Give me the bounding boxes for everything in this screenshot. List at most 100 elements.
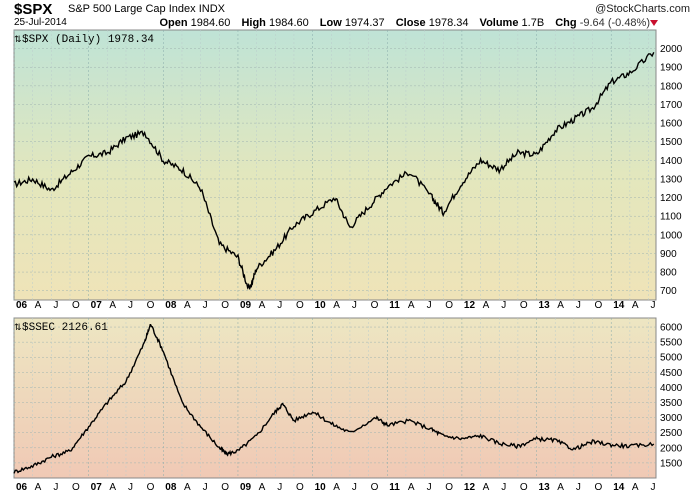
x-tick-label: O: [371, 300, 379, 311]
y-tick-label: 1400: [660, 156, 683, 167]
y-tick-label: 1300: [660, 174, 683, 185]
x-tick-label: 11: [389, 482, 400, 493]
y-tick-label: 800: [660, 268, 677, 279]
x-tick-label: A: [259, 482, 266, 493]
x-tick-label: O: [445, 482, 453, 493]
spx-panel-title: $SPX (Daily) 1978.34: [22, 34, 154, 46]
x-tick-label: O: [520, 300, 528, 311]
open-label: Open: [159, 17, 188, 29]
x-tick-label: A: [557, 300, 564, 311]
x-tick-label: 10: [315, 482, 327, 493]
y-tick-label: 5500: [660, 338, 683, 349]
y-tick-label: 900: [660, 249, 677, 260]
y-tick-label: 1900: [660, 63, 683, 74]
y-tick-label: 1500: [660, 458, 683, 469]
y-tick-label: 3500: [660, 398, 683, 409]
y-tick-label: 4500: [660, 368, 683, 379]
x-tick-label: 12: [464, 300, 476, 311]
x-tick-label: A: [109, 482, 116, 493]
x-tick-label: J: [576, 482, 581, 493]
x-tick-label: O: [296, 482, 304, 493]
y-tick-label: 700: [660, 286, 677, 297]
x-tick-label: 14: [613, 300, 625, 311]
x-tick-label: O: [221, 482, 229, 493]
ssec-panel: [13, 317, 657, 479]
brand-logo[interactable]: @StockCharts.com: [595, 3, 690, 15]
x-tick-label: J: [427, 482, 432, 493]
x-tick-label: J: [651, 300, 656, 311]
x-tick-label: 07: [91, 482, 103, 493]
x-tick-label: 09: [240, 300, 252, 311]
high-label: High: [241, 17, 266, 29]
x-tick-label: A: [632, 300, 639, 311]
y-tick-label: 4000: [660, 383, 683, 394]
y-tick-label: 2000: [660, 443, 683, 454]
x-tick-label: A: [408, 482, 415, 493]
x-tick-label: O: [371, 482, 379, 493]
y-tick-label: 1600: [660, 119, 683, 130]
x-tick-label: 07: [91, 300, 103, 311]
x-tick-label: A: [333, 300, 340, 311]
ssec-panel-icon: ⇅: [14, 322, 22, 332]
ssec-panel-title: $SSEC 2126.61: [22, 322, 108, 334]
quote-date: 25-Jul-2014: [14, 17, 67, 28]
x-tick-label: 08: [165, 300, 177, 311]
x-tick-label: O: [296, 300, 304, 311]
x-tick-label: J: [501, 482, 506, 493]
chart-header: $SPX S&P 500 Large Cap Index INDX 25-Jul…: [0, 0, 700, 30]
y-tick-label: 6000: [660, 323, 683, 334]
y-tick-label: 1700: [660, 100, 683, 111]
x-tick-label: J: [277, 300, 282, 311]
x-tick-label: J: [128, 482, 133, 493]
x-tick-label: 06: [16, 482, 28, 493]
x-tick-label: J: [651, 482, 656, 493]
x-tick-label: J: [203, 482, 208, 493]
x-tick-label: J: [53, 300, 58, 311]
x-tick-label: O: [520, 482, 528, 493]
x-tick-label: O: [147, 300, 155, 311]
x-tick-label: A: [483, 482, 490, 493]
x-tick-label: J: [501, 300, 506, 311]
spx-panel-icon: ⇅: [14, 34, 22, 44]
x-tick-label: A: [483, 300, 490, 311]
close-label: Close: [395, 17, 426, 29]
spx-series-line: [13, 52, 655, 290]
x-tick-label: 06: [16, 300, 28, 311]
x-tick-label: J: [427, 300, 432, 311]
low-value: 1974.37: [344, 17, 385, 29]
x-tick-label: J: [53, 482, 58, 493]
index-name: S&P 500 Large Cap Index INDX: [68, 3, 225, 15]
x-tick-label: A: [259, 300, 266, 311]
x-tick-label: A: [333, 482, 340, 493]
quote-summary: Open 1984.60 High 1984.60 Low 1974.37 Cl…: [159, 17, 658, 29]
x-tick-label: O: [221, 300, 229, 311]
x-tick-label: 08: [165, 482, 177, 493]
down-arrow-icon: [650, 20, 658, 26]
y-tick-label: 1200: [660, 193, 683, 204]
y-tick-label: 1500: [660, 137, 683, 148]
x-tick-label: O: [72, 482, 80, 493]
x-tick-label: A: [35, 482, 42, 493]
x-tick-label: J: [352, 482, 357, 493]
high-value: 1984.60: [268, 17, 309, 29]
y-tick-label: 1000: [660, 230, 683, 241]
x-tick-label: A: [109, 300, 116, 311]
x-tick-label: O: [595, 300, 603, 311]
x-tick-label: 12: [464, 482, 476, 493]
exchange-label: INDX: [198, 3, 225, 15]
x-tick-label: A: [184, 300, 191, 311]
volume-value: 1.7B: [521, 17, 545, 29]
x-tick-label: 14: [613, 482, 625, 493]
y-tick-label: 1100: [660, 212, 682, 223]
chg-label: Chg: [555, 17, 577, 29]
x-tick-label: A: [184, 482, 191, 493]
x-tick-label: A: [557, 482, 564, 493]
x-tick-label: J: [576, 300, 581, 311]
x-tick-label: O: [595, 482, 603, 493]
y-tick-label: 3000: [660, 413, 683, 424]
ticker-symbol: $SPX: [14, 1, 53, 18]
ssec-series-line: [13, 324, 655, 474]
x-tick-label: J: [203, 300, 208, 311]
x-tick-label: O: [147, 482, 155, 493]
